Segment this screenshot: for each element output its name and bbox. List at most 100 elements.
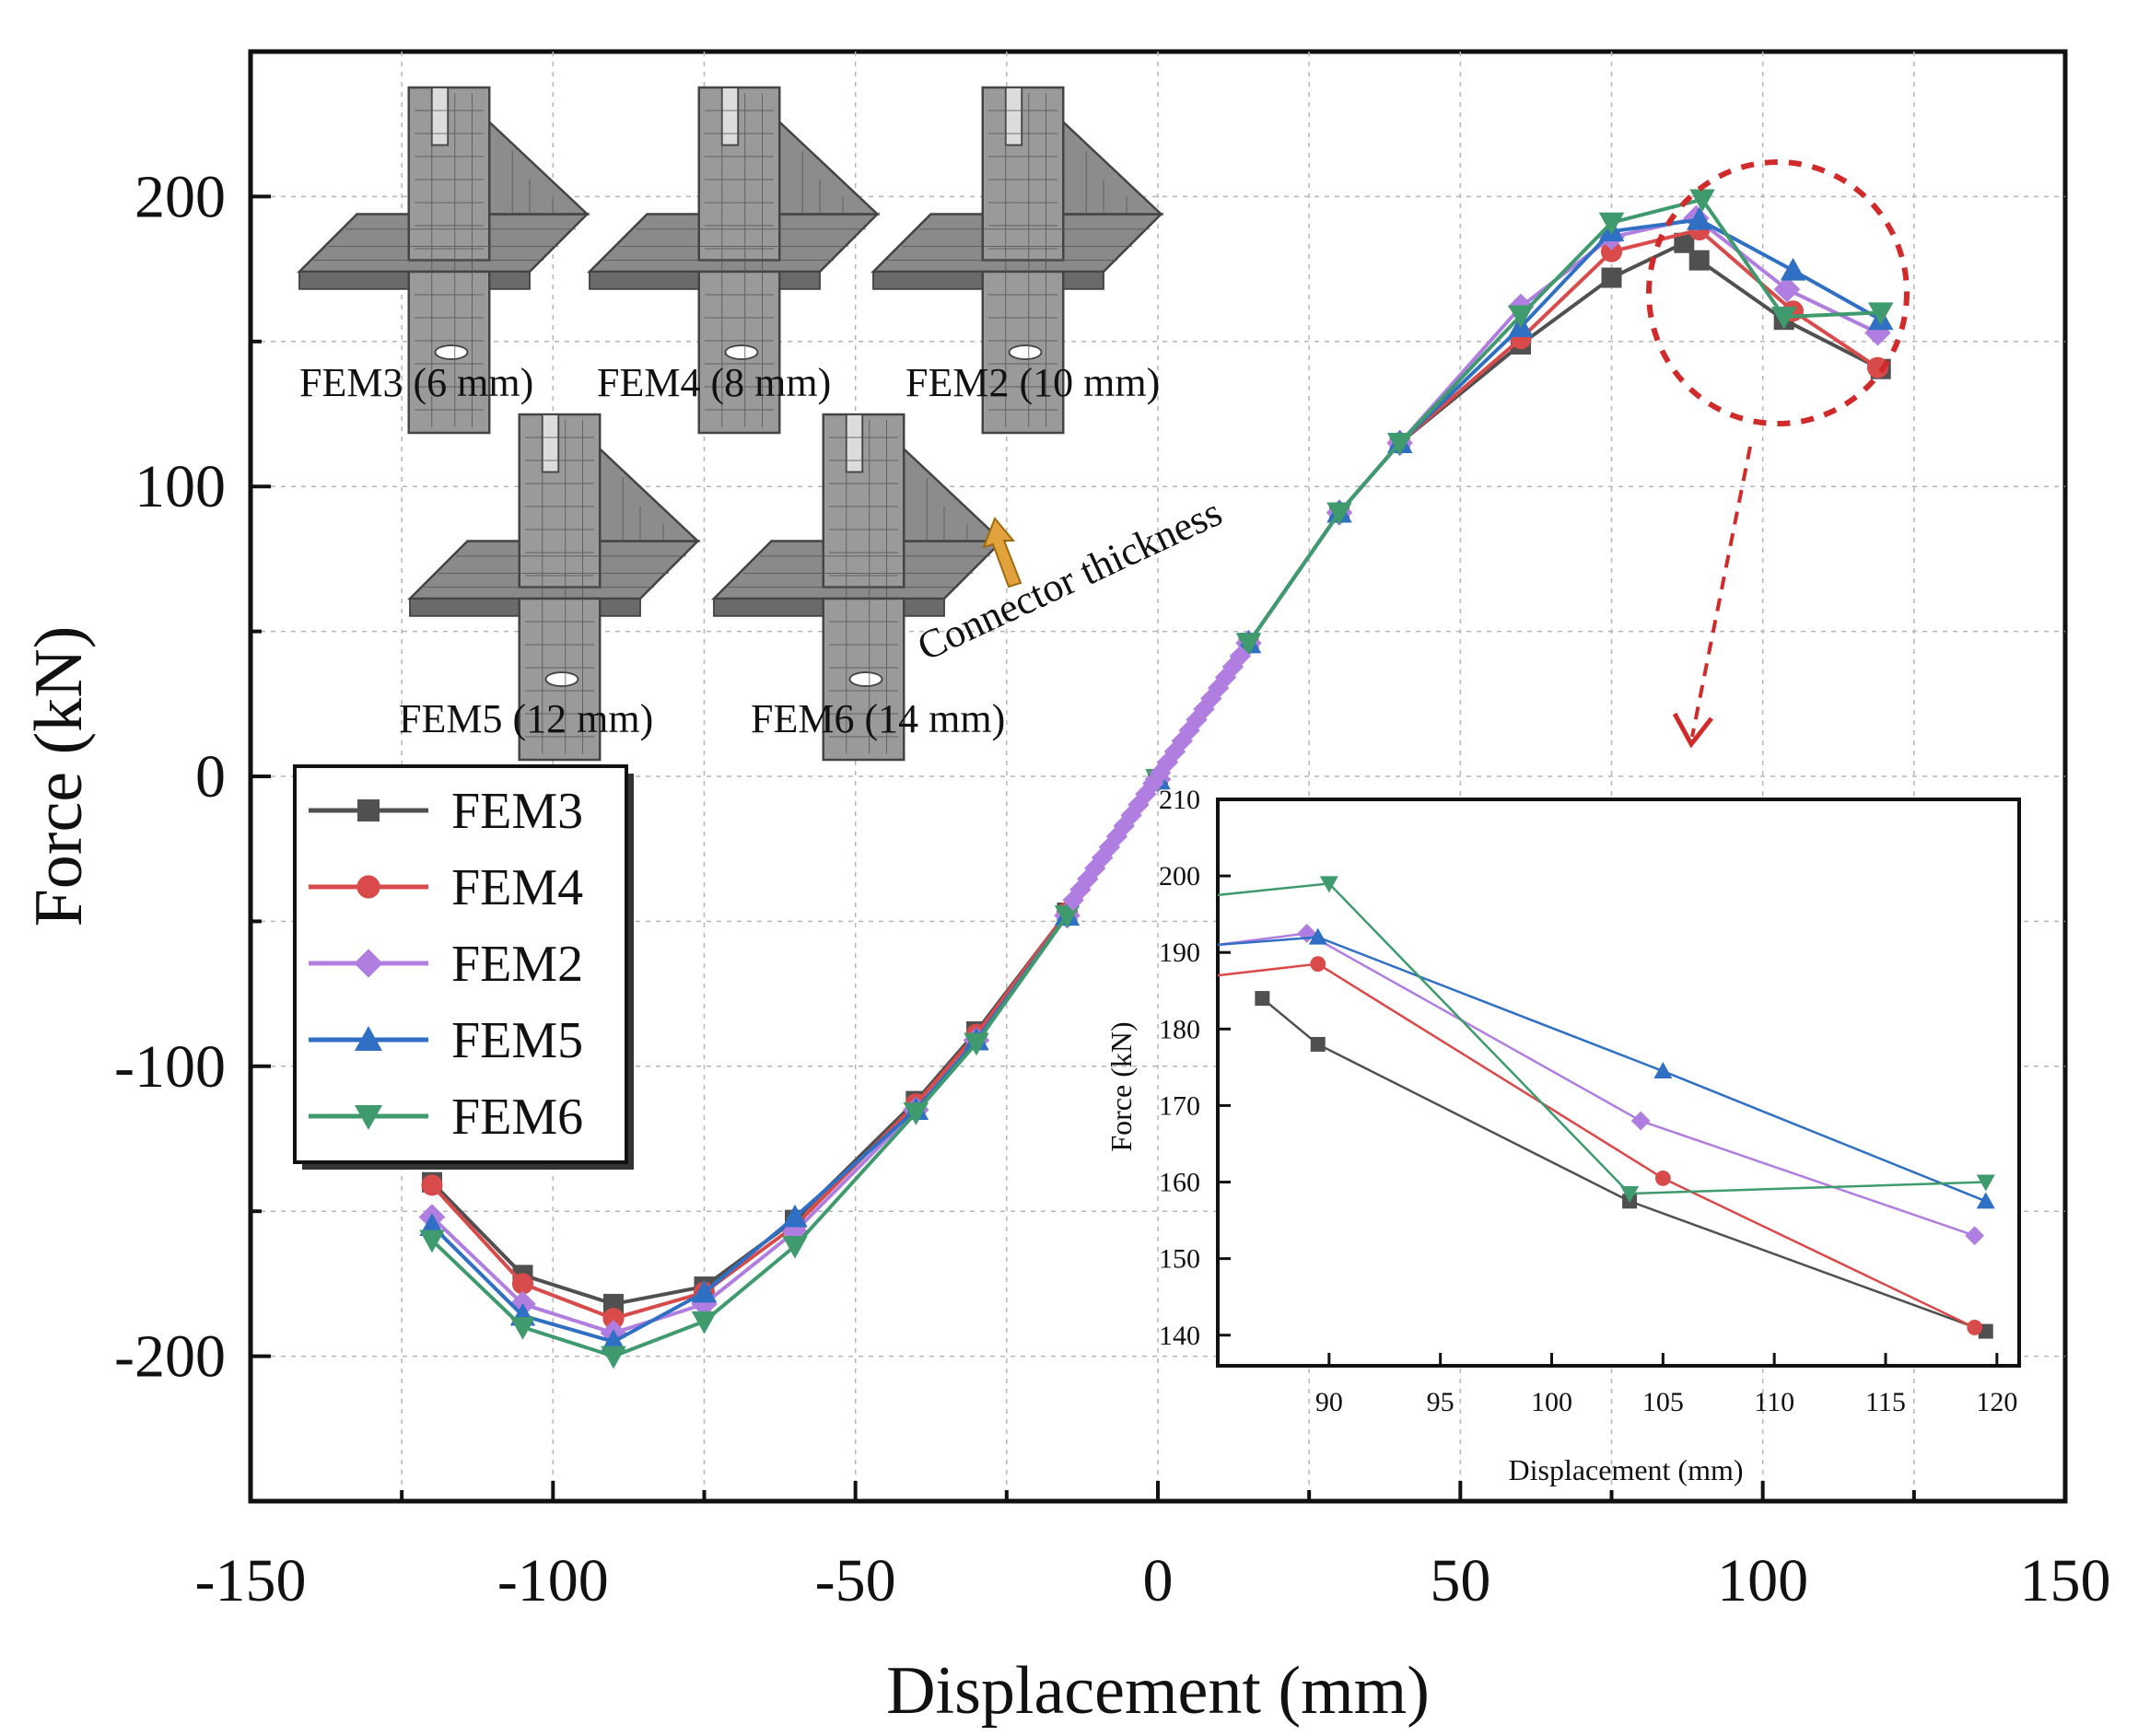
inset-data-point-fem5 [1653,1062,1673,1079]
inset-x-tick-label: 100 [1531,1387,1572,1417]
data-point-dense [1171,729,1193,752]
mesh-label-fem4: FEM4 (8 mm) [597,360,831,405]
data-point-fem6 [1867,302,1894,326]
data-point-dense [1120,804,1142,826]
data-point-fem3 [1601,267,1622,288]
mesh-label-fem2: FEM2 (10 mm) [905,360,1160,405]
data-point-dense [1062,889,1084,912]
data-point-fem5 [1780,257,1806,281]
data-point-fem6 [509,1317,536,1340]
data-point-fem6 [1326,502,1352,526]
data-point-fem6 [964,1032,989,1056]
x-tick-label: 0 [1143,1547,1174,1614]
data-point-fem5 [1686,206,1712,230]
highlight-arrow-head-icon [1672,712,1713,749]
data-point-fem6 [1508,305,1534,329]
data-point-dense [1207,677,1230,699]
data-point-dense [1193,698,1215,720]
inset-y-tick-label: 210 [1159,785,1200,815]
legend-item-fem2: FEM2 [309,936,583,993]
data-point-fem6 [601,1346,626,1369]
x-tick-label: 50 [1430,1547,1490,1614]
highlight-arrow-line [1690,446,1752,738]
legend-marker-fem6 [355,1105,382,1130]
legend-label-fem6: FEM6 [451,1089,583,1146]
data-point-dense [1214,666,1237,689]
legend-label-fem3: FEM3 [451,783,583,840]
data-point-fem4 [511,1273,534,1295]
inset-y-tick-label: 180 [1159,1014,1200,1044]
main-x-axis-title: Displacement (mm) [886,1653,1430,1729]
data-point-dense [1186,708,1208,731]
data-point-fem4 [421,1174,443,1196]
data-point-fem3 [603,1293,624,1314]
inset-series-fem3 [1255,991,1993,1339]
data-point-fem2 [691,1290,718,1318]
data-point-dense [1135,783,1157,805]
data-point-dense [1084,857,1106,880]
inset-x-axis-title: Displacement (mm) [1508,1453,1743,1486]
inset-data-point-fem6 [1976,1174,1995,1192]
data-point-fem3 [1688,250,1710,271]
data-point-fem5 [691,1279,718,1303]
inset-y-tick-label: 190 [1159,938,1200,968]
mesh-label-fem5: FEM5 (12 mm) [399,696,653,741]
legend-marker-fem4 [356,875,380,899]
main-y-axis-title: Force (kN) [21,626,97,927]
data-point-dense [1229,645,1252,668]
inset-series-line-fem6 [1217,882,1986,1195]
inset-data-point-fem6 [1620,1186,1640,1204]
data-point-fem6 [1386,432,1413,456]
y-tick-label: -200 [114,1323,226,1391]
y-tick-label: 100 [134,453,226,520]
inset-y-tick-label: 170 [1159,1090,1200,1121]
inset-data-point-fem2 [1965,1226,1985,1246]
main-axis-ticks: -150 -100 -50 0 50 100 150 200 100 0 -100 -200 [114,50,2111,1614]
inset-series-fem6 [1217,876,1995,1204]
inset-x-tick-label: 115 [1865,1387,1906,1417]
data-point-dense [1069,879,1092,901]
legend-item-fem4: FEM4 [309,859,583,916]
data-point-fem6 [1770,307,1797,330]
x-tick-label: -150 [195,1547,307,1614]
legend-marker-fem5 [355,1026,382,1051]
inset-series-line-fem5 [1217,936,1987,1203]
inset-background [1218,799,2019,1366]
inset-series-line-fem2 [1217,932,1976,1237]
inset-series-fem4 [1217,956,1983,1335]
data-point-fem6 [1235,633,1262,656]
inset-data-point-fem5 [1308,927,1327,945]
inset-data-point-fem4 [1967,1320,1983,1335]
data-point-dense [1156,751,1179,774]
legend-label-fem5: FEM5 [451,1012,583,1069]
mesh-label-fem6: FEM6 (14 mm) [751,696,1005,741]
legend-item-fem5: FEM5 [309,1012,583,1069]
inset-series-line-fem4 [1217,962,1976,1329]
legend-label-fem2: FEM2 [451,936,583,993]
legend-label-fem4: FEM4 [451,859,583,916]
data-point-fem5 [782,1204,808,1228]
data-point-dense [1200,687,1222,710]
data-point-fem3 [1674,232,1695,253]
inset-y-tick-label: 140 [1159,1321,1200,1351]
legend-marker-fem3 [357,799,380,821]
legend-item-fem3: FEM3 [309,783,583,840]
data-point-fem2 [1773,275,1801,303]
data-point-fem6 [903,1102,929,1125]
inset-data-point-fem3 [1310,1036,1326,1052]
inset-data-point-fem4 [1654,1170,1671,1186]
main-series-group [418,189,1894,1369]
data-point-dense [1098,836,1121,858]
inset-x-tick-label: 110 [1754,1387,1794,1417]
data-point-fem4 [602,1308,625,1330]
inset-data-point-fem4 [1310,956,1326,973]
x-tick-label: 150 [2020,1547,2111,1614]
x-tick-label: -100 [497,1547,609,1614]
inset-data-point-fem3 [1255,991,1270,1007]
inset-axis-ticks: 90 95 100 105 110 115 120 140 150 160 170 180 190 200… [1159,785,2017,1417]
inset-data-point-fem5 [1976,1192,1995,1209]
legend-item-fem6: FEM6 [309,1089,583,1146]
inset-series-group [1217,876,1995,1339]
inset-data-point-fem6 [1319,876,1338,893]
